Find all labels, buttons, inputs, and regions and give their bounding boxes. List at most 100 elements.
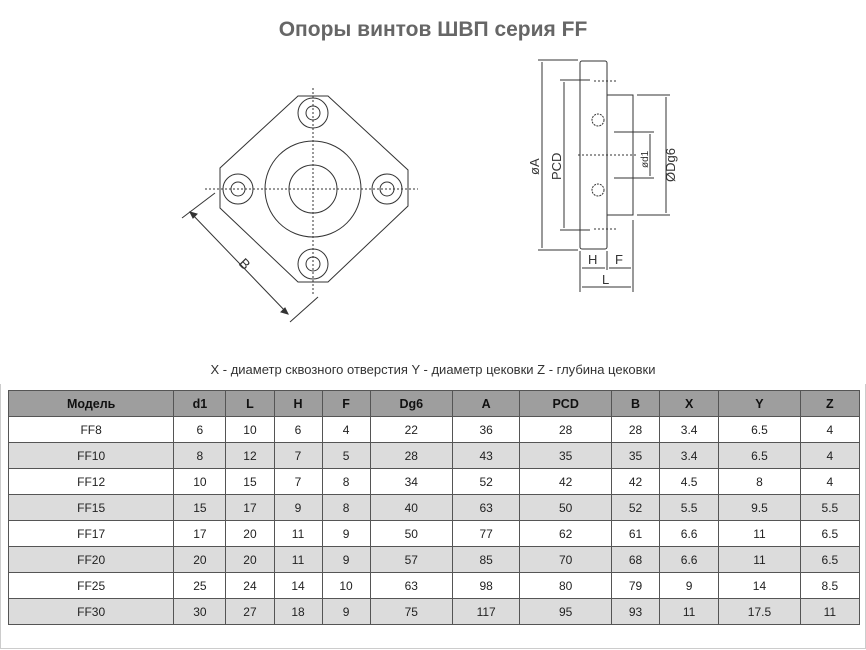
table-cell: FF10 — [7, 442, 175, 469]
table-cell: 8 — [718, 468, 801, 495]
table-cell: 11 — [718, 520, 801, 547]
front-view — [181, 88, 418, 323]
table-cell: 18 — [273, 598, 323, 625]
table-cell: 11 — [273, 546, 323, 573]
table-cell: 7 — [273, 442, 323, 469]
table-cell: 10 — [225, 416, 275, 443]
table-cell: 4 — [799, 468, 861, 495]
table-cell: 57 — [369, 546, 453, 573]
table-cell: 5.5 — [659, 494, 720, 521]
table-cell: 6 — [273, 416, 323, 443]
label-dg6: ØDg6 — [663, 148, 678, 182]
side-view — [538, 59, 670, 292]
label-a: øA — [527, 158, 542, 175]
table-cell: 35 — [611, 442, 661, 469]
column-header: F — [321, 390, 371, 417]
legend-caption: X - диаметр сквозного отверстия Y - диам… — [210, 362, 656, 377]
table-row: FF25 25 24 14 10 63 98 80 79 9 14 8.5 — [7, 572, 861, 599]
table-cell: 10 — [321, 572, 371, 599]
table-cell: 17.5 — [718, 598, 801, 625]
table-cell: 68 — [611, 546, 661, 573]
table-cell: 15 — [173, 494, 227, 521]
table-cell: FF25 — [7, 572, 175, 599]
table-cell: 95 — [519, 598, 613, 625]
table-cell: 28 — [369, 442, 453, 469]
table-cell: 79 — [611, 572, 661, 599]
table-row: FF10 8 12 7 5 28 43 35 35 3.4 6.5 4 — [7, 442, 861, 469]
table-cell: 6.5 — [799, 520, 861, 547]
table-cell: 35 — [519, 442, 613, 469]
technical-drawing: B øA PCD ød1 ØDg6 H F L — [181, 59, 678, 323]
label-h: H — [588, 252, 597, 267]
table-cell: 20 — [225, 546, 275, 573]
table-cell: 17 — [173, 520, 227, 547]
table-cell: 14 — [718, 572, 801, 599]
table-cell: 77 — [451, 520, 521, 547]
table-cell: 80 — [519, 572, 613, 599]
column-header: Z — [799, 390, 861, 417]
table-cell: 14 — [273, 572, 323, 599]
table-cell: 11 — [718, 546, 801, 573]
table-cell: FF15 — [7, 494, 175, 521]
table-cell: 12 — [225, 442, 275, 469]
table-cell: 98 — [451, 572, 521, 599]
label-l: L — [602, 272, 609, 287]
table-cell: 75 — [369, 598, 453, 625]
table-cell: FF30 — [7, 598, 175, 625]
table-cell: 11 — [273, 520, 323, 547]
table-cell: 52 — [451, 468, 521, 495]
table-cell: 70 — [519, 546, 613, 573]
label-d1: ød1 — [640, 150, 651, 168]
column-header: H — [273, 390, 323, 417]
table-cell: 6.6 — [659, 546, 720, 573]
table-row: FF15 15 17 9 8 40 63 50 52 5.5 9.5 5.5 — [7, 494, 861, 521]
table-cell: FF8 — [7, 416, 175, 443]
table-cell: 11 — [659, 598, 720, 625]
table-cell: 36 — [451, 416, 521, 443]
column-header: L — [225, 390, 275, 417]
table-row: FF20 20 20 11 9 57 85 70 68 6.6 11 6.5 — [7, 546, 861, 573]
table-cell: 50 — [369, 520, 453, 547]
table-cell: 30 — [173, 598, 227, 625]
table-cell: 27 — [225, 598, 275, 625]
table-row: FF12 10 15 7 8 34 52 42 42 4.5 8 4 — [7, 468, 861, 495]
table-cell: 4.5 — [659, 468, 720, 495]
table-cell: 42 — [611, 468, 661, 495]
table-row: FF30 30 27 18 9 75 117 95 93 11 17.5 11 — [7, 598, 861, 625]
column-header: Y — [718, 390, 801, 417]
table-cell: FF12 — [7, 468, 175, 495]
dimension-b — [189, 211, 289, 315]
specs-table: Модель d1 L H F Dg6 A PCD B X Y Z FF8 6 10 6 4 22 36 28 28 3… — [7, 390, 861, 625]
table-cell: 8 — [321, 494, 371, 521]
table-cell: 10 — [173, 468, 227, 495]
table-header-row: Модель d1 L H F Dg6 A PCD B X Y Z — [7, 390, 861, 417]
table-cell: 7 — [273, 468, 323, 495]
table-cell: 63 — [369, 572, 453, 599]
table-row: FF8 6 10 6 4 22 36 28 28 3.4 6.5 4 — [7, 416, 861, 443]
table-cell: 8 — [321, 468, 371, 495]
column-header: Dg6 — [369, 390, 453, 417]
table-cell: 6.5 — [799, 546, 861, 573]
table-cell: 25 — [173, 572, 227, 599]
table-cell: 62 — [519, 520, 613, 547]
table-cell: 50 — [519, 494, 613, 521]
table-cell: 17 — [225, 494, 275, 521]
table-cell: 20 — [173, 546, 227, 573]
column-header: X — [659, 390, 720, 417]
table-cell: 93 — [611, 598, 661, 625]
table-cell: 85 — [451, 546, 521, 573]
label-pcd: PCD — [549, 153, 564, 180]
table-cell: 24 — [225, 572, 275, 599]
flange-outline — [219, 95, 409, 283]
table-row: FF17 17 20 11 9 50 77 62 61 6.6 11 6.5 — [7, 520, 861, 547]
column-header: A — [451, 390, 521, 417]
column-header: Модель — [7, 390, 175, 417]
table-cell: 8.5 — [799, 572, 861, 599]
column-header: B — [611, 390, 661, 417]
table-cell: 15 — [225, 468, 275, 495]
column-header: PCD — [519, 390, 613, 417]
label-f: F — [615, 252, 623, 267]
table-cell: 22 — [369, 416, 453, 443]
table-cell: 61 — [611, 520, 661, 547]
table-cell: 3.4 — [659, 442, 720, 469]
